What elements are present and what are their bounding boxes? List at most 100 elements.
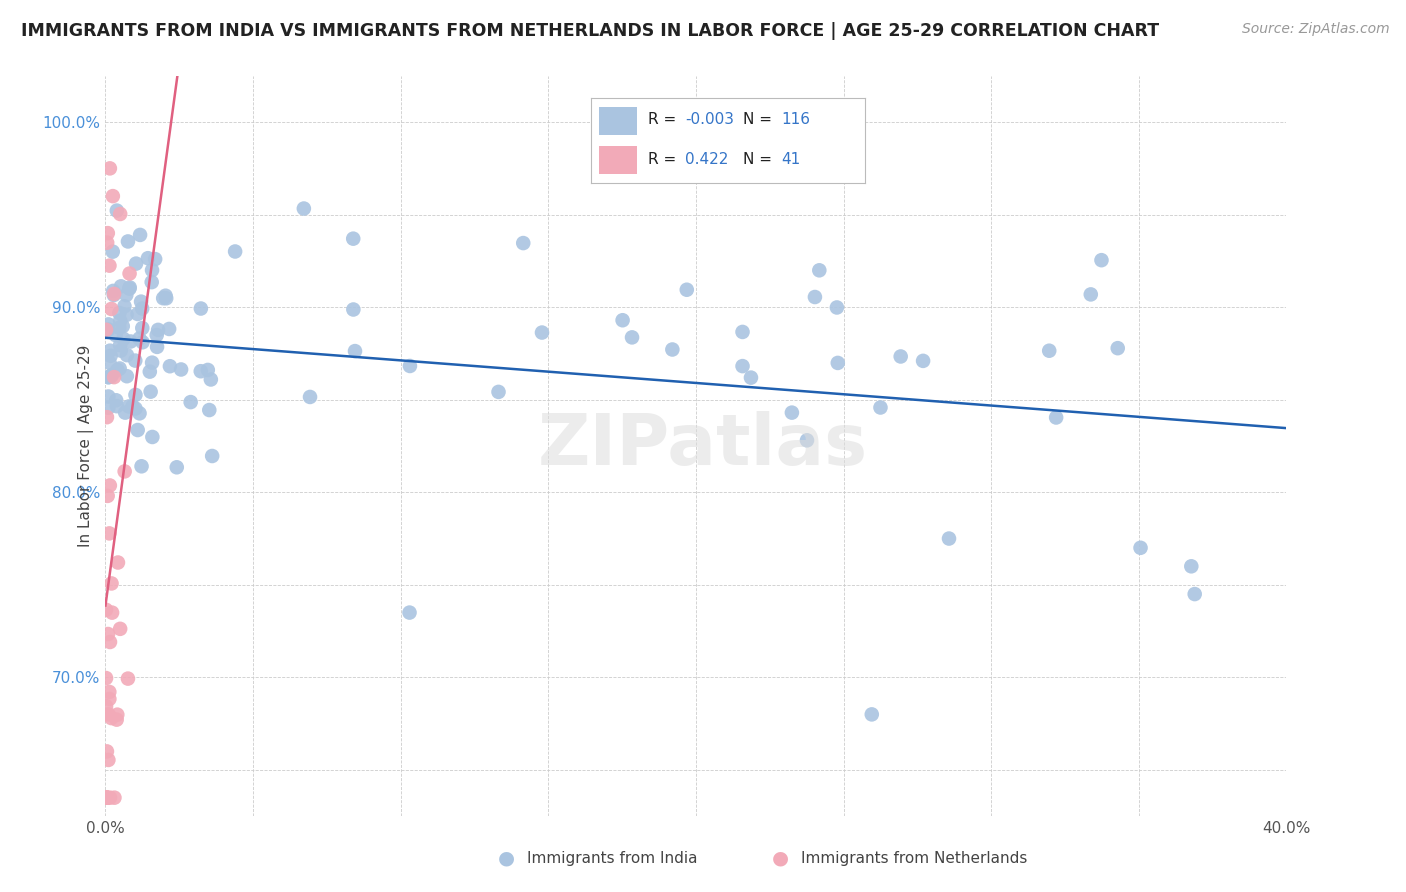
Point <box>740 370 762 384</box>
Text: N =: N = <box>742 112 776 128</box>
Point <box>190 364 212 378</box>
Point <box>108 207 131 221</box>
Point <box>97 370 120 384</box>
Point <box>96 410 118 425</box>
Point <box>128 406 150 420</box>
Point <box>108 338 131 352</box>
Point <box>100 711 122 725</box>
Point <box>146 323 169 337</box>
Text: Source: ZipAtlas.com: Source: ZipAtlas.com <box>1241 22 1389 37</box>
Point <box>292 202 315 216</box>
Point <box>107 363 129 377</box>
Point <box>105 393 128 408</box>
Point <box>100 369 122 384</box>
Point <box>399 359 422 373</box>
Point <box>107 556 129 570</box>
Point <box>1038 343 1060 358</box>
Point <box>96 790 118 805</box>
Point <box>114 464 136 478</box>
Point <box>155 291 177 305</box>
Point <box>731 325 754 339</box>
Point <box>1180 559 1202 574</box>
Point <box>94 603 117 617</box>
Point <box>115 288 138 302</box>
Point <box>1129 541 1152 555</box>
Point <box>298 390 321 404</box>
Point <box>97 318 120 332</box>
Point <box>98 635 121 649</box>
Point <box>100 301 122 316</box>
Point <box>827 356 849 370</box>
Point <box>108 314 131 328</box>
Point <box>808 263 831 277</box>
Point <box>96 790 118 805</box>
Point <box>98 343 121 358</box>
Point <box>675 283 697 297</box>
Point <box>860 707 883 722</box>
Point <box>108 306 131 320</box>
Point <box>612 313 634 327</box>
Point <box>97 226 120 240</box>
Point <box>110 279 132 293</box>
Point <box>103 370 125 384</box>
Point <box>128 332 150 346</box>
Point <box>129 227 152 242</box>
Point <box>197 363 219 377</box>
Point <box>143 252 166 266</box>
Text: R =: R = <box>648 112 682 128</box>
Point <box>127 423 149 437</box>
Text: R =: R = <box>648 153 682 168</box>
Point <box>342 232 364 246</box>
Point <box>97 370 120 384</box>
Point <box>938 532 960 546</box>
Point <box>108 361 131 376</box>
Point <box>869 401 891 415</box>
Point <box>780 406 803 420</box>
Point <box>108 622 131 636</box>
Point <box>98 692 121 706</box>
Point <box>146 340 169 354</box>
Point <box>804 290 827 304</box>
Y-axis label: In Labor Force | Age 25-29: In Labor Force | Age 25-29 <box>79 345 94 547</box>
Point <box>112 332 135 346</box>
Text: ZIPatlas: ZIPatlas <box>538 411 868 481</box>
Point <box>101 606 124 620</box>
Point <box>152 291 174 305</box>
Point <box>131 321 153 335</box>
Point <box>124 388 146 402</box>
Point <box>94 671 117 685</box>
Point <box>125 257 148 271</box>
Point <box>155 289 177 303</box>
Point <box>96 790 118 805</box>
Point <box>118 280 141 294</box>
Point <box>118 282 141 296</box>
Point <box>97 401 120 415</box>
Point <box>103 288 125 302</box>
Point <box>105 203 128 218</box>
Point <box>166 460 188 475</box>
Text: 0.422: 0.422 <box>685 153 728 168</box>
Point <box>115 308 138 322</box>
Point <box>141 430 163 444</box>
Point <box>141 263 163 277</box>
Point <box>103 790 125 805</box>
Bar <box>599 146 637 175</box>
Point <box>342 302 364 317</box>
Point <box>114 406 136 420</box>
Point <box>98 685 121 699</box>
Point <box>661 343 683 357</box>
Point <box>136 251 159 265</box>
Point <box>141 356 163 370</box>
Point <box>97 390 120 404</box>
Text: Immigrants from Netherlands: Immigrants from Netherlands <box>801 851 1028 865</box>
Point <box>201 449 224 463</box>
Point <box>101 189 124 203</box>
Point <box>180 395 202 409</box>
Point <box>101 284 124 298</box>
Point <box>159 359 181 374</box>
Point <box>118 400 141 414</box>
Point <box>96 790 118 805</box>
Point <box>100 349 122 363</box>
Point <box>796 434 818 448</box>
Point <box>98 478 121 492</box>
